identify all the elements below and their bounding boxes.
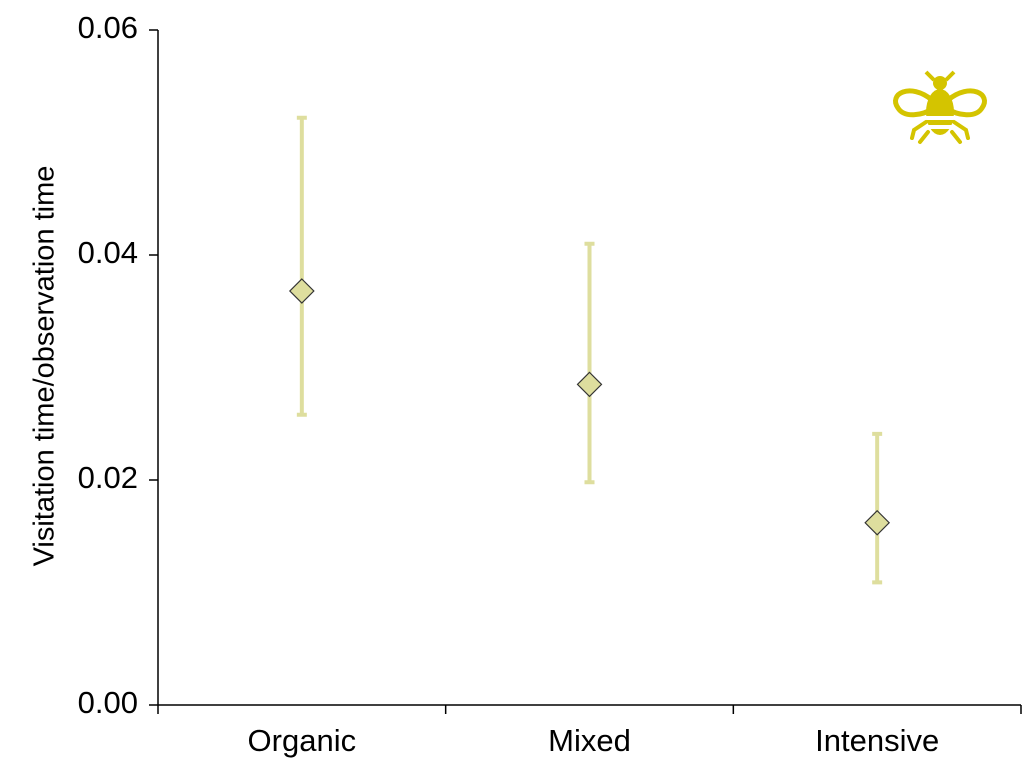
error-bar-mixed: [584, 241, 595, 485]
data-point-intensive: [864, 509, 891, 536]
data-points: [288, 278, 891, 536]
error-bar-organic: [296, 115, 307, 417]
x-tick-label-intensive: Intensive: [815, 723, 939, 758]
y-axis-title: Visitation time/observation time: [29, 166, 61, 567]
data-point-mixed: [576, 371, 603, 398]
y-tick-label: 0.04: [78, 235, 138, 270]
bee-icon: [893, 70, 987, 144]
error-bars: [296, 115, 883, 585]
data-point-organic: [288, 278, 315, 304]
x-tick-label-mixed: Mixed: [548, 723, 631, 758]
y-tick-label: 0.06: [78, 10, 138, 45]
y-axis-ticks: 0.00 0.02 0.04 0.06: [78, 10, 158, 720]
y-tick-label: 0.00: [78, 685, 138, 720]
axes: [157, 30, 1021, 706]
x-tick-label-organic: Organic: [248, 723, 357, 758]
y-tick-label: 0.02: [78, 460, 138, 495]
x-axis-ticks: Organic Mixed Intensive: [157, 705, 1022, 758]
error-bar-intensive: [872, 431, 883, 585]
